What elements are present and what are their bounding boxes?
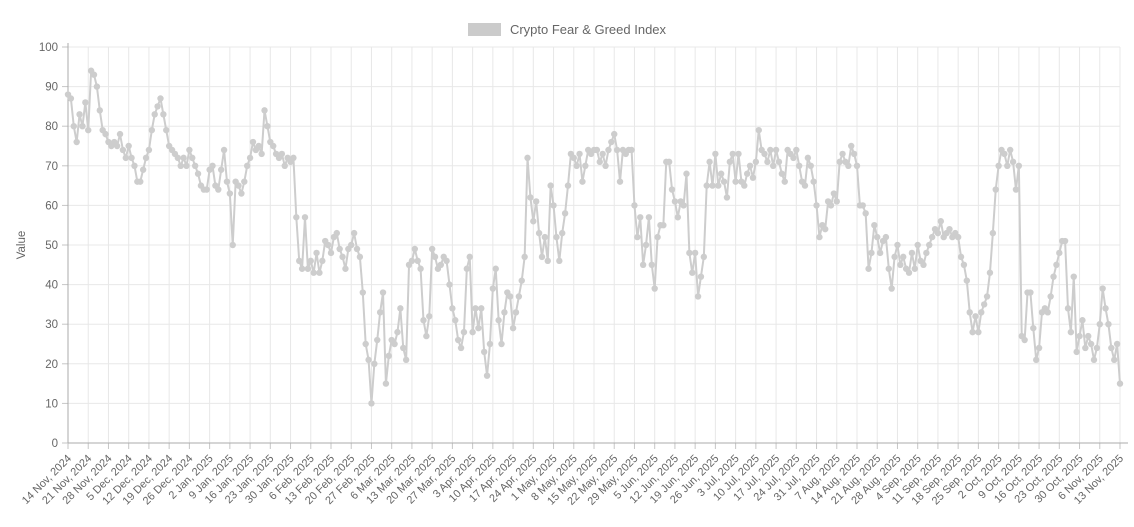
svg-text:50: 50 (45, 240, 58, 252)
svg-text:90: 90 (45, 82, 58, 94)
svg-text:Value: Value (16, 231, 28, 260)
legend-label: Crypto Fear & Greed Index (509, 22, 667, 37)
legend-swatch-icon (467, 23, 501, 36)
svg-text:10: 10 (45, 398, 58, 410)
svg-text:80: 80 (45, 121, 58, 133)
svg-text:30: 30 (45, 319, 58, 331)
svg-text:70: 70 (45, 161, 58, 173)
svg-text:0: 0 (52, 438, 58, 450)
chart-legend[interactable]: Crypto Fear & Greed Index (0, 22, 1134, 37)
svg-text:60: 60 (45, 200, 58, 212)
svg-text:40: 40 (45, 280, 58, 292)
svg-text:100: 100 (39, 42, 58, 54)
svg-text:20: 20 (45, 359, 58, 371)
